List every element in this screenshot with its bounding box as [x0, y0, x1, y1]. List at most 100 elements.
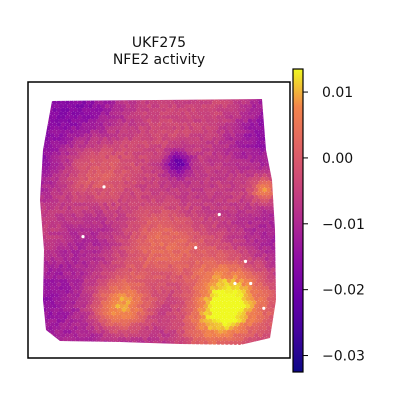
tissue-spot	[226, 213, 232, 218]
tissue-spot	[188, 184, 194, 189]
tissue-spot	[134, 184, 139, 189]
tissue-spot	[96, 336, 102, 342]
tissue-spot	[83, 278, 89, 284]
tissue-spot	[249, 129, 255, 134]
tissue-spot	[56, 136, 62, 142]
tissue-spot	[107, 238, 112, 244]
tissue-spot	[249, 274, 255, 280]
tissue-spot	[253, 107, 259, 113]
tissue-spot	[117, 205, 123, 211]
tissue-spot	[69, 311, 74, 316]
tissue-spot	[275, 129, 276, 134]
tissue-spot	[268, 264, 274, 269]
tissue-spot	[92, 307, 97, 313]
tissue-spot	[149, 151, 154, 156]
tissue-spot	[100, 147, 106, 153]
tissue-spot	[125, 220, 131, 225]
tissue-spot	[188, 111, 194, 116]
tissue-spot	[262, 194, 268, 200]
tissue-spot	[222, 133, 228, 138]
tissue-spot	[56, 260, 62, 266]
tissue-spot	[216, 187, 221, 193]
tissue-spot	[251, 133, 257, 138]
tissue-spot	[146, 169, 152, 174]
tissue-spot	[174, 340, 179, 345]
tissue-spot	[209, 140, 215, 145]
tissue-spot	[128, 260, 133, 266]
tissue-spot	[220, 333, 225, 338]
tissue-spot	[233, 311, 238, 316]
tissue-spot	[90, 209, 95, 215]
tissue-spot	[142, 147, 148, 153]
tissue-spot	[46, 249, 51, 255]
tissue-spot	[233, 165, 238, 171]
tissue-spot	[100, 213, 106, 218]
tissue-spot	[203, 202, 209, 207]
tissue-spot	[123, 122, 129, 127]
tissue-spot	[117, 220, 123, 225]
tissue-spot	[214, 242, 219, 247]
tissue-spot	[237, 187, 242, 193]
tissue-spot	[266, 202, 272, 207]
tissue-spot	[222, 336, 228, 342]
tissue-spot	[170, 289, 175, 295]
tissue-spot	[230, 176, 236, 182]
tissue-spot	[249, 245, 255, 251]
tissue-spot	[172, 191, 177, 196]
tissue-spot	[161, 325, 167, 331]
tissue-spot	[186, 158, 192, 164]
tissue-spot	[262, 209, 268, 215]
tissue-spot	[104, 191, 110, 196]
tissue-spot	[220, 180, 225, 185]
tissue-spot	[128, 216, 133, 222]
tissue-spot	[268, 278, 274, 284]
tissue-spot	[161, 282, 167, 287]
tissue-spot	[178, 144, 183, 149]
tissue-spot	[237, 209, 242, 215]
tissue-spot	[205, 111, 211, 116]
tissue-spot	[54, 162, 60, 167]
tissue-spot	[79, 278, 85, 284]
tissue-spot	[77, 253, 83, 258]
tissue-spot	[224, 245, 230, 251]
tissue-spot	[260, 133, 265, 138]
tissue-spot	[224, 318, 230, 324]
tissue-spot	[218, 140, 223, 145]
tissue-spot	[92, 220, 97, 225]
tissue-spot	[256, 184, 261, 189]
tissue-spot	[54, 205, 60, 211]
tissue-spot	[170, 274, 175, 280]
tissue-spot	[48, 151, 53, 156]
tissue-spot	[117, 249, 123, 255]
tissue-spot	[197, 264, 202, 269]
tissue-spot	[199, 187, 204, 193]
tissue-spot	[186, 274, 192, 280]
tissue-spot	[146, 322, 152, 327]
tissue-spot	[214, 140, 219, 145]
tissue-spot	[113, 205, 118, 211]
tissue-spot	[83, 104, 89, 109]
tissue-spot	[199, 100, 204, 105]
tissue-spot	[241, 224, 246, 229]
tissue-spot	[138, 271, 144, 276]
tissue-spot	[262, 333, 268, 338]
tissue-spot	[159, 169, 165, 174]
tissue-spot	[67, 118, 72, 124]
tissue-spot	[83, 111, 89, 116]
tissue-spot	[144, 282, 150, 287]
tissue-spot	[188, 300, 194, 306]
tissue-spot	[253, 151, 259, 156]
tissue-spot	[245, 304, 251, 309]
tissue-spot	[140, 289, 146, 295]
tissue-spot	[264, 242, 270, 247]
tissue-spot	[41, 125, 47, 131]
tissue-spot	[256, 104, 261, 109]
tissue-spot	[96, 322, 102, 327]
tissue-spot	[235, 278, 240, 284]
tissue-spot	[107, 267, 112, 273]
tissue-spot	[243, 198, 249, 204]
tissue-spot	[146, 191, 152, 196]
tissue-spot	[253, 158, 259, 164]
tissue-spot	[264, 300, 270, 306]
tissue-spot	[214, 322, 219, 327]
